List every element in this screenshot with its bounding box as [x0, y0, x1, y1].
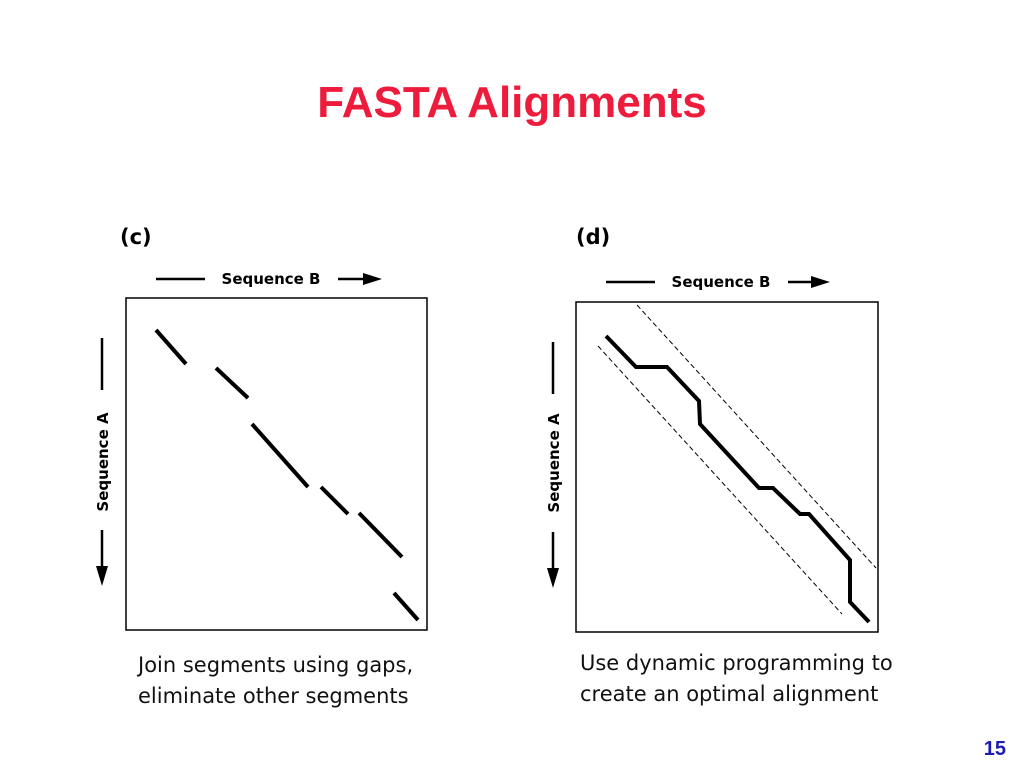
panel-d-caption-line: Use dynamic programming to — [580, 651, 893, 675]
panel-c-sequence-a-label: Sequence A — [94, 412, 112, 512]
panel-d-caption-line: create an optimal alignment — [580, 682, 879, 706]
panel-d-sequence-b-arrow — [606, 276, 830, 288]
panel-c-tag: (c) — [120, 225, 152, 249]
panel-c-caption-line: Join segments using gaps, — [138, 653, 414, 677]
panel-c: (c) Sequence B Sequence A — [94, 225, 428, 631]
panel-d: (d) Sequence B Sequence A — [545, 225, 879, 633]
panel-c-sequence-a-arrow — [96, 338, 108, 586]
slide-number: 15 — [983, 738, 1006, 760]
panel-c-segment — [392, 591, 420, 622]
panel-d-caption: Use dynamic programming to create an opt… — [580, 648, 893, 710]
panel-d-dotplot-frame — [575, 301, 879, 633]
panel-c-diagonal-segments — [154, 328, 420, 622]
panel-c-caption: Join segments using gaps, eliminate othe… — [138, 650, 413, 712]
panel-d-sequence-a-arrow — [547, 342, 559, 588]
panel-c-segment — [214, 366, 250, 400]
panel-d-band-upper — [636, 304, 877, 569]
panel-d-optimal-alignment-path — [604, 334, 871, 624]
panel-d-tag: (d) — [576, 225, 610, 249]
panel-c-segment — [154, 328, 188, 366]
panel-c-caption-line: eliminate other segments — [138, 684, 409, 708]
panel-c-sequence-b-arrow — [156, 273, 382, 285]
panel-d-band-lower — [597, 345, 843, 615]
panel-c-segment — [250, 422, 310, 489]
panel-d-sequence-a-label: Sequence A — [545, 413, 563, 513]
panel-c-segment — [319, 485, 350, 516]
panel-c-sequence-b-label: Sequence B — [222, 270, 321, 288]
panel-c-segment — [357, 511, 404, 559]
panel-c-dotplot-frame — [125, 297, 428, 631]
slide-title: FASTA Alignments — [317, 78, 707, 127]
panel-d-sequence-b-label: Sequence B — [672, 273, 771, 291]
